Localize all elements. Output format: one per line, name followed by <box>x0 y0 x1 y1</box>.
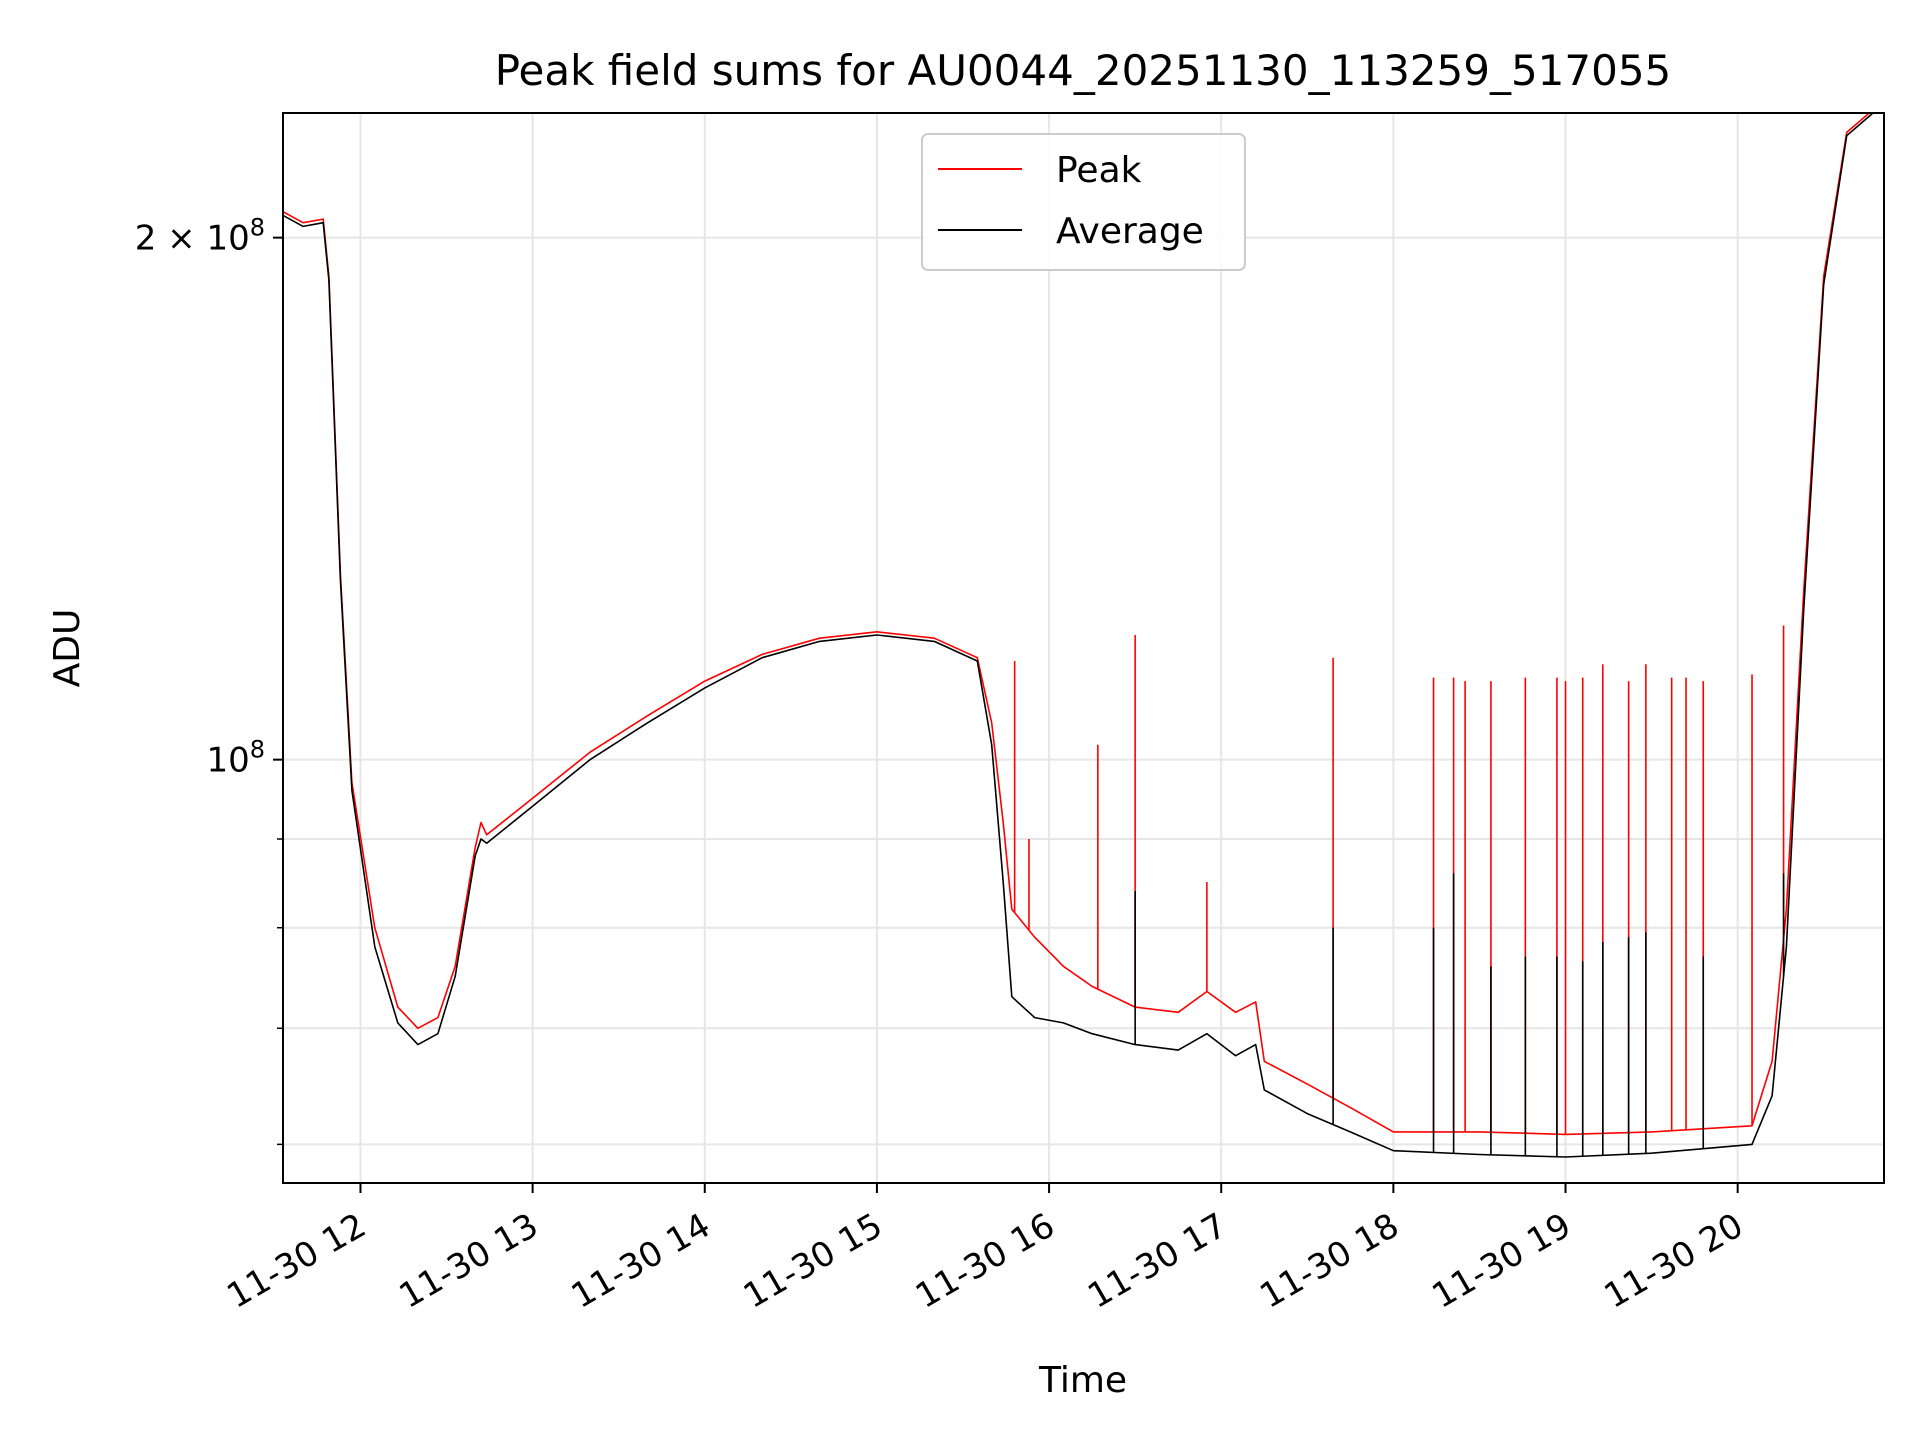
series-line-average <box>283 113 1875 1158</box>
y-tick-label: 108 <box>206 736 265 781</box>
series-line-peak <box>283 113 1871 1136</box>
x-axis-title: Time <box>1038 1360 1127 1401</box>
y-tick-label: 2 × 108 <box>135 214 265 259</box>
plot-series <box>283 113 1875 1158</box>
legend: Peak Average <box>921 133 1246 271</box>
legend-label-average: Average <box>1056 211 1204 252</box>
y-axis-title: ADU <box>47 609 88 688</box>
chart-title: Peak field sums for AU0044_20251130_1132… <box>495 46 1672 95</box>
legend-label-peak: Peak <box>1056 150 1142 191</box>
plot-frame <box>282 112 1885 1184</box>
y-axis: 108 2 × 108 <box>135 214 283 1146</box>
